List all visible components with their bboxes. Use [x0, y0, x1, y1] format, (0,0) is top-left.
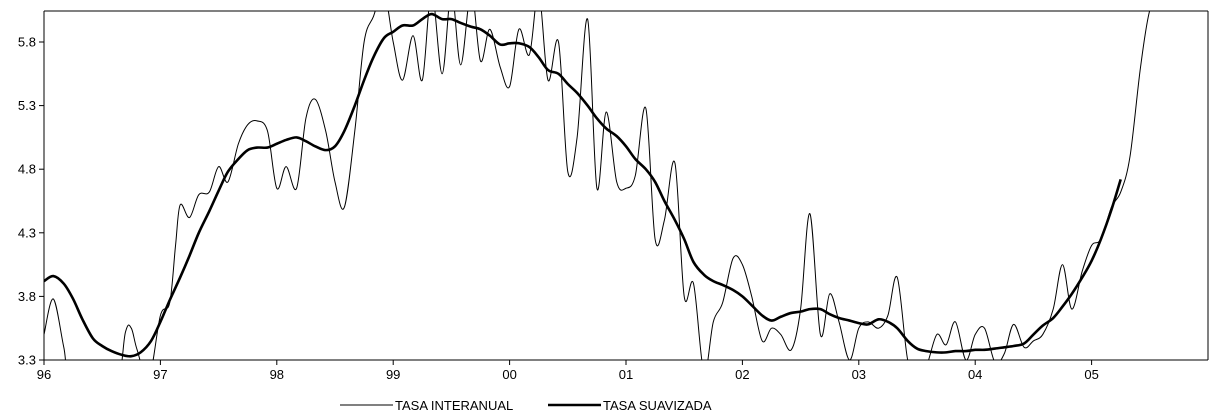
y-tick-label: 3.3: [18, 353, 36, 368]
y-tick-label: 4.3: [18, 225, 36, 240]
x-tick-label: 99: [386, 367, 400, 382]
x-tick-label: 04: [968, 367, 982, 382]
y-tick-label: 5.3: [18, 98, 36, 113]
series-line-tasa-suavizada: [44, 12, 1122, 358]
x-tick-label: 97: [153, 367, 167, 382]
axes: [43, 10, 1209, 361]
x-tick-label: 98: [270, 367, 284, 382]
x-tick-label: 01: [619, 367, 633, 382]
x-tick-label: 05: [1084, 367, 1098, 382]
x-tick-label: 03: [852, 367, 866, 382]
y-ticks: 3.3 3.8 4.3 4.8 5.3 5.8: [18, 35, 44, 368]
y-tick-label: 3.8: [18, 289, 36, 304]
series-line-tasa-interanual: [44, 11, 1151, 360]
legend-label-tasa-suavizada: TASA SUAVIZADA: [603, 398, 712, 413]
x-tick-label: 96: [37, 367, 51, 382]
legend: TASA INTERANUAL TASA SUAVIZADA: [340, 398, 712, 413]
plot-lines: [44, 11, 1151, 360]
x-tick-label: 00: [502, 367, 516, 382]
legend-label-tasa-interanual: TASA INTERANUAL: [395, 398, 513, 413]
y-tick-label: 5.8: [18, 35, 36, 50]
x-tick-label: 02: [735, 367, 749, 382]
x-ticks: 96 97 98 99 00 01 02 03 04 05: [37, 360, 1099, 382]
y-tick-label: 4.8: [18, 162, 36, 177]
